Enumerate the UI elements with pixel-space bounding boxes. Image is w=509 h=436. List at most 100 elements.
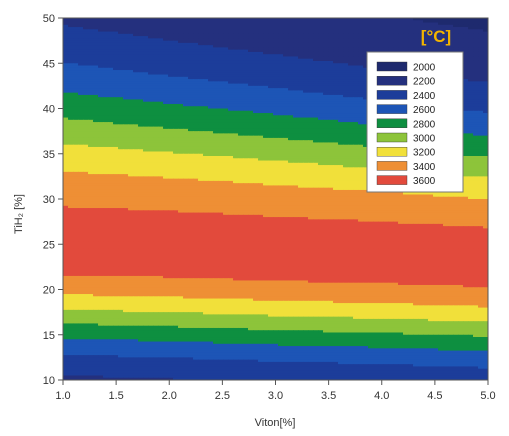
heatmap-cell xyxy=(173,144,179,148)
heatmap-cell xyxy=(333,135,339,139)
heatmap-cell xyxy=(133,92,139,96)
heatmap-cell xyxy=(193,79,199,82)
heatmap-cell xyxy=(353,72,359,76)
heatmap-cell xyxy=(78,45,84,49)
heatmap-cell xyxy=(483,20,488,24)
heatmap-cell xyxy=(263,103,269,107)
heatmap-cell xyxy=(113,29,119,33)
heatmap-cell xyxy=(278,83,284,87)
heatmap-cell xyxy=(353,42,359,46)
heatmap-cell xyxy=(158,122,164,125)
heatmap-cell xyxy=(123,133,129,137)
heatmap-cell xyxy=(233,115,239,119)
heatmap-cell xyxy=(183,140,189,144)
heatmap-cell xyxy=(283,33,289,37)
heatmap-cell xyxy=(233,79,239,82)
heatmap-cell xyxy=(453,33,459,37)
heatmap-cell xyxy=(323,90,329,94)
heatmap-cell xyxy=(353,135,359,139)
heatmap-cell xyxy=(393,38,399,42)
heatmap-cell xyxy=(303,83,309,87)
heatmap-cell xyxy=(93,47,99,51)
heatmap-cell xyxy=(128,103,134,107)
heatmap-cell xyxy=(103,18,109,21)
heatmap-cell xyxy=(353,137,359,141)
heatmap-cell xyxy=(183,67,189,71)
heatmap-cell xyxy=(233,45,239,49)
heatmap-cell xyxy=(108,81,114,85)
heatmap-cell xyxy=(123,74,129,78)
heatmap-cell xyxy=(253,117,259,121)
heatmap-cell xyxy=(333,128,339,132)
heatmap-cell xyxy=(473,94,479,98)
heatmap-cell xyxy=(98,56,104,60)
heatmap-cell xyxy=(138,101,144,105)
heatmap-cell xyxy=(463,56,469,60)
heatmap-cell xyxy=(343,22,349,26)
heatmap-cell xyxy=(163,88,169,91)
heatmap-cell xyxy=(173,63,179,67)
heatmap-cell xyxy=(88,88,94,91)
heatmap-cell xyxy=(478,140,484,144)
heatmap-cell xyxy=(483,113,488,116)
heatmap-cell xyxy=(68,40,74,44)
heatmap-cell xyxy=(303,49,309,53)
heatmap-cell xyxy=(118,135,124,139)
heatmap-cell xyxy=(203,63,209,67)
heatmap-cell xyxy=(133,149,139,153)
heatmap-cell xyxy=(348,133,354,137)
heatmap-cell xyxy=(253,22,259,26)
heatmap-cell xyxy=(148,124,154,128)
heatmap-cell xyxy=(268,122,274,125)
heatmap-cell xyxy=(348,135,354,139)
heatmap-cell xyxy=(183,126,189,130)
heatmap-cell xyxy=(483,140,488,144)
heatmap-cell xyxy=(193,27,199,30)
heatmap-cell xyxy=(268,58,274,62)
heatmap-cell xyxy=(338,74,344,78)
heatmap-cell xyxy=(128,97,134,101)
heatmap-cell xyxy=(273,124,279,128)
heatmap-cell xyxy=(278,67,284,71)
heatmap-cell xyxy=(373,38,379,42)
heatmap-cell xyxy=(93,27,99,30)
heatmap-cell xyxy=(323,58,329,62)
heatmap-cell xyxy=(238,74,244,78)
heatmap-cell xyxy=(153,144,159,148)
heatmap-cell xyxy=(183,38,189,42)
heatmap-cell xyxy=(343,58,349,62)
heatmap-cell xyxy=(348,92,354,96)
heatmap-cell xyxy=(483,85,488,89)
heatmap-cell xyxy=(483,40,488,44)
heatmap-cell xyxy=(168,36,174,39)
heatmap-cell xyxy=(363,115,369,119)
heatmap-cell xyxy=(193,92,199,96)
heatmap-cell xyxy=(123,128,129,132)
heatmap-cell xyxy=(383,29,389,33)
heatmap-cell xyxy=(328,122,334,125)
heatmap-cell xyxy=(238,81,244,85)
heatmap-cell xyxy=(173,122,179,125)
heatmap-cell xyxy=(263,108,269,112)
heatmap-cell xyxy=(248,20,254,24)
heatmap-cell xyxy=(148,106,154,110)
heatmap-cell xyxy=(298,36,304,39)
heatmap-cell xyxy=(163,20,169,24)
heatmap-cell xyxy=(188,110,194,114)
heatmap-cell xyxy=(143,113,149,116)
heatmap-cell xyxy=(298,90,304,94)
heatmap-cell xyxy=(353,60,359,64)
heatmap-cell xyxy=(163,70,169,73)
heatmap-cell xyxy=(343,128,349,132)
heatmap-cell xyxy=(138,140,144,144)
heatmap-cell xyxy=(268,40,274,44)
heatmap-cell xyxy=(298,113,304,116)
heatmap-cell xyxy=(318,108,324,112)
heatmap-cell xyxy=(108,103,114,107)
heatmap-cell xyxy=(113,131,119,134)
heatmap-cell xyxy=(163,65,169,69)
heatmap-cell xyxy=(83,85,89,89)
heatmap-cell xyxy=(303,72,309,76)
heatmap-cell xyxy=(118,126,124,130)
heatmap-cell xyxy=(173,115,179,119)
